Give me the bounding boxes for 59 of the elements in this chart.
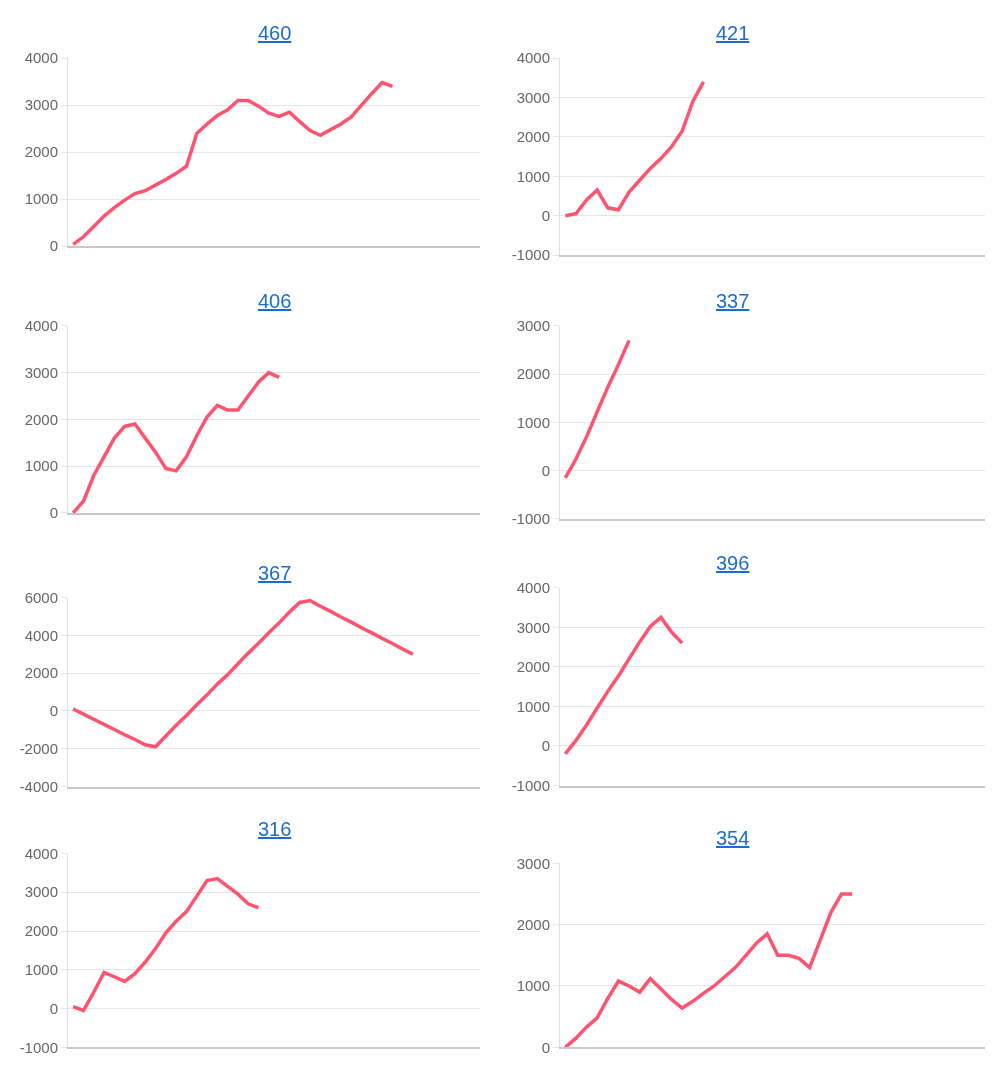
y-tick-label: 3000	[516, 618, 550, 636]
y-tick-label: 1000	[24, 457, 58, 475]
y-tick-label: 4000	[516, 578, 550, 596]
y-tick-label: 3000	[516, 854, 550, 872]
y-tick-label: 0	[541, 461, 550, 479]
line-series	[563, 338, 631, 480]
y-tick-label: 3000	[24, 96, 58, 114]
chart-title: 396	[716, 552, 750, 574]
y-tick-label: 1000	[516, 413, 550, 431]
y-tick-label: 2000	[516, 658, 550, 676]
chart-title: 406	[258, 290, 292, 312]
y-tick-label: 1000	[516, 167, 550, 185]
y-tick-label: 4000	[24, 626, 58, 644]
y-tick-label: 0	[49, 702, 58, 720]
line-series	[563, 892, 854, 1048]
y-tick-label: 4000	[24, 844, 58, 862]
chart-title: 421	[716, 22, 750, 44]
y-tick-label: 2000	[516, 365, 550, 383]
y-tick-label: 1000	[516, 697, 550, 715]
y-tick-label: 0	[49, 237, 58, 255]
line-series	[71, 80, 395, 247]
chart-title: 354	[716, 827, 750, 849]
y-tick-label: 2000	[24, 922, 58, 940]
line-series	[563, 80, 706, 218]
y-tick-label: 4000	[24, 49, 58, 67]
y-tick-label: 0	[49, 504, 58, 522]
line-series	[71, 598, 415, 749]
y-tick-label: -1000	[511, 246, 550, 264]
y-tick-label: 3000	[516, 88, 550, 106]
line-series	[71, 876, 261, 1013]
y-tick-label: 0	[541, 737, 550, 755]
y-tick-label: 2000	[24, 143, 58, 161]
y-tick-label: 4000	[24, 317, 58, 335]
y-tick-label: 3000	[24, 363, 58, 381]
line-series	[563, 615, 684, 756]
y-tick-label: 1000	[516, 977, 550, 995]
y-tick-label: 0	[541, 206, 550, 224]
line-series	[71, 370, 281, 513]
y-tick-label: 0	[49, 999, 58, 1017]
y-tick-label: 6000	[24, 588, 58, 606]
chart-title: 316	[258, 818, 292, 840]
y-tick-label: -1000	[19, 1038, 58, 1056]
y-tick-label: 3000	[24, 883, 58, 901]
y-tick-label: 2000	[24, 664, 58, 682]
y-tick-label: 3000	[516, 317, 550, 335]
y-tick-label: -2000	[19, 739, 58, 757]
y-tick-label: 2000	[516, 128, 550, 146]
chart-title: 367	[258, 562, 292, 584]
chart-title: 460	[258, 22, 292, 44]
y-tick-label: 2000	[516, 915, 550, 933]
y-tick-label: 1000	[24, 961, 58, 979]
y-tick-label: -4000	[19, 777, 58, 795]
y-tick-label: 4000	[516, 49, 550, 67]
y-tick-label: -1000	[511, 510, 550, 528]
y-tick-label: -1000	[511, 776, 550, 794]
y-tick-label: 2000	[24, 410, 58, 428]
y-tick-label: 1000	[24, 190, 58, 208]
chart-title: 337	[716, 290, 750, 312]
y-tick-label: 0	[541, 1038, 550, 1056]
